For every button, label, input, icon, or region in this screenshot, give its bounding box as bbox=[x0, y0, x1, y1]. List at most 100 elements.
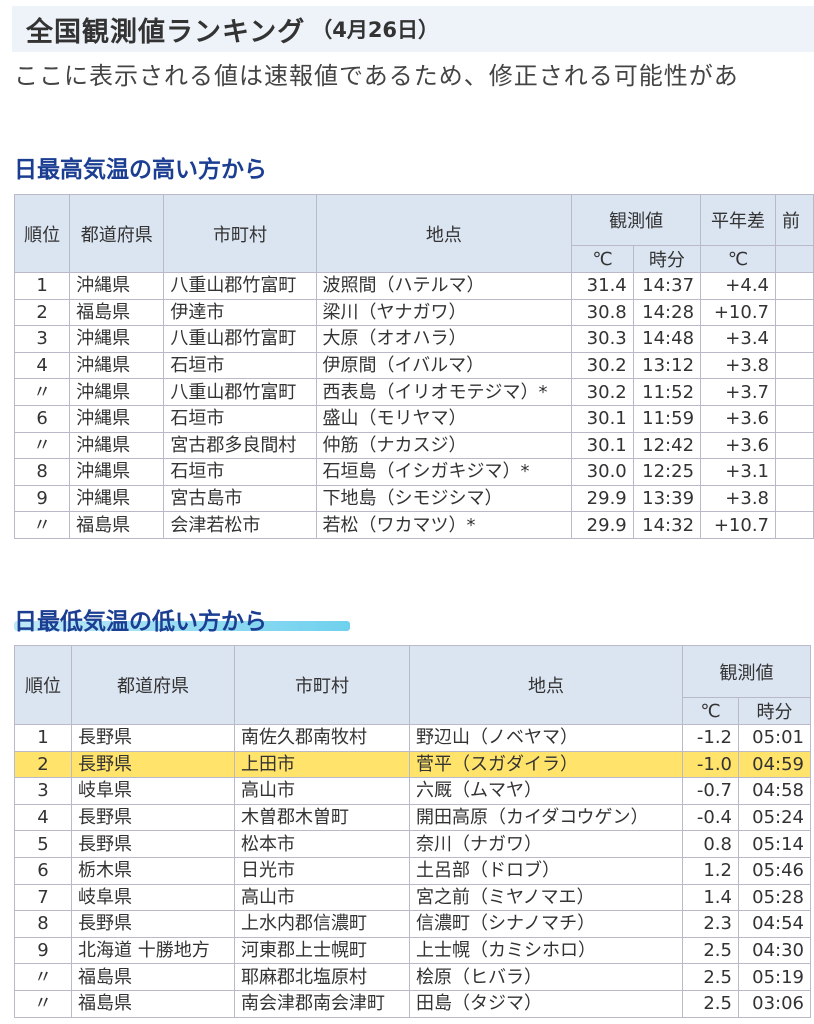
table-row: 9 北海道 十勝地方 河東郡上士幌町 上士幌（カミシホロ） 2.5 04:30 bbox=[14, 936, 811, 965]
prefecture-cell: 沖縄県 bbox=[69, 351, 165, 380]
rank-cell: 8 bbox=[13, 458, 71, 486]
time-cell: 05:28 bbox=[738, 883, 811, 912]
point-cell: 仲筋（ナカスジ） bbox=[315, 431, 573, 460]
section-heading-highest: 日最高気温の高い方から bbox=[14, 157, 267, 183]
city-cell: 上水内郡信濃町 bbox=[234, 910, 410, 938]
time-cell: 12:25 bbox=[632, 458, 702, 486]
point-cell: 下地島（シモジシマ） bbox=[315, 484, 573, 513]
prefecture-cell: 岐阜県 bbox=[71, 777, 235, 805]
normal-diff-cell: +3.1 bbox=[700, 458, 776, 486]
prefecture-cell: 長野県 bbox=[71, 830, 235, 858]
city-cell: 耶麻郡北塩原村 bbox=[234, 963, 410, 991]
prefecture-cell: 長野県 bbox=[71, 724, 235, 752]
time-cell: 05:14 bbox=[738, 830, 811, 858]
header-unit-diff: ℃ bbox=[700, 245, 776, 273]
table-row: 2 福島県 伊達市 梁川（ヤナガワ） 30.8 14:28 +10.7 bbox=[13, 298, 814, 327]
rank-cell: 4 bbox=[14, 803, 72, 832]
temperature-cell: -0.4 bbox=[682, 803, 739, 832]
point-cell: 菅平（スガダイラ） bbox=[409, 750, 683, 779]
table-row: 〃沖縄県 八重山郡竹富町 西表島（イリオモテジマ）* 30.2 11:52 +3.7 bbox=[13, 378, 814, 406]
notice-text: ここに表示される値は速報値であるため、修正される可能性があ bbox=[14, 62, 739, 90]
table-row: 8 長野県 上水内郡信濃町 信濃町（シナノマチ） 2.3 04:54 bbox=[14, 910, 811, 938]
city-cell: 伊達市 bbox=[163, 298, 317, 327]
temperature-cell: 29.9 bbox=[571, 484, 634, 513]
city-cell: 上田市 bbox=[234, 750, 410, 779]
rank-cell: 7 bbox=[14, 883, 72, 912]
time-cell: 14:32 bbox=[632, 511, 702, 539]
prefecture-cell: 長野県 bbox=[71, 803, 235, 832]
temperature-cell: 2.5 bbox=[682, 936, 739, 965]
rank-cell: 9 bbox=[14, 936, 72, 965]
prefecture-cell: 北海道 十勝地方 bbox=[71, 936, 235, 965]
header-unit-temp: ℃ bbox=[571, 245, 634, 273]
header-city: 市町村 bbox=[234, 645, 410, 725]
point-cell: 西表島（イリオモテジマ）* bbox=[315, 378, 573, 406]
temperature-cell: 2.5 bbox=[682, 989, 739, 1018]
prefecture-cell: 沖縄県 bbox=[69, 378, 165, 406]
point-cell: 信濃町（シナノマチ） bbox=[409, 910, 683, 938]
time-cell: 04:54 bbox=[738, 910, 811, 938]
table-row: 5 長野県 松本市 奈川（ナガワ） 0.8 05:14 bbox=[14, 830, 811, 858]
header-unit-time: 時分 bbox=[738, 697, 811, 725]
point-cell: 田島（タジマ） bbox=[409, 989, 683, 1018]
rank-cell: 1 bbox=[13, 272, 71, 300]
rank-cell: 6 bbox=[14, 856, 72, 885]
rank-cell: 1 bbox=[14, 724, 72, 752]
time-cell: 05:24 bbox=[738, 803, 811, 832]
normal-diff-cell: +3.4 bbox=[700, 325, 776, 353]
rank-cell: 〃 bbox=[13, 511, 71, 539]
header-rank: 順位 bbox=[14, 645, 72, 725]
highest-temperature-table: 順位 都道府県 市町村 地点 観測値 平年差 前 ℃ 時分 ℃ 1 沖縄県 八重山郡… bbox=[13, 194, 814, 539]
prefecture-cell: 沖縄県 bbox=[69, 272, 165, 300]
time-cell: 13:39 bbox=[632, 484, 702, 513]
extra-cell bbox=[775, 378, 814, 406]
city-cell: 八重山郡竹富町 bbox=[163, 378, 317, 406]
extra-cell bbox=[775, 325, 814, 353]
normal-diff-cell: +3.8 bbox=[700, 351, 776, 380]
temperature-cell: 30.2 bbox=[571, 378, 634, 406]
normal-diff-cell: +10.7 bbox=[700, 511, 776, 539]
time-cell: 03:06 bbox=[738, 989, 811, 1018]
city-cell: 南会津郡南会津町 bbox=[234, 989, 410, 1018]
header-unit-temp: ℃ bbox=[682, 697, 739, 725]
rank-cell: 9 bbox=[13, 484, 71, 513]
point-cell: 野辺山（ノベヤマ） bbox=[409, 724, 683, 752]
time-cell: 05:46 bbox=[738, 856, 811, 885]
rank-cell: 8 bbox=[14, 910, 72, 938]
city-cell: 南佐久郡南牧村 bbox=[234, 724, 410, 752]
rank-cell: 3 bbox=[14, 777, 72, 805]
prefecture-cell: 栃木県 bbox=[71, 856, 235, 885]
temperature-cell: -1.2 bbox=[682, 724, 739, 752]
city-cell: 八重山郡竹富町 bbox=[163, 325, 317, 353]
time-cell: 13:12 bbox=[632, 351, 702, 380]
city-cell: 八重山郡竹富町 bbox=[163, 272, 317, 300]
normal-diff-cell: +3.6 bbox=[700, 404, 776, 433]
temperature-cell: 2.3 bbox=[682, 910, 739, 938]
temperature-cell: 29.9 bbox=[571, 511, 634, 539]
prefecture-cell: 沖縄県 bbox=[69, 404, 165, 433]
time-cell: 04:59 bbox=[738, 750, 811, 779]
city-cell: 松本市 bbox=[234, 830, 410, 858]
rank-cell: 〃 bbox=[14, 989, 72, 1018]
temperature-cell: 1.2 bbox=[682, 856, 739, 885]
header-normal-diff: 平年差 bbox=[700, 194, 776, 246]
header-point: 地点 bbox=[409, 645, 683, 725]
prefecture-cell: 岐阜県 bbox=[71, 883, 235, 912]
header-city: 市町村 bbox=[163, 194, 317, 273]
table-row: 2 長野県 上田市 菅平（スガダイラ） -1.0 04:59 bbox=[14, 750, 811, 779]
time-cell: 14:37 bbox=[632, 272, 702, 300]
prefecture-cell: 福島県 bbox=[69, 511, 165, 539]
city-cell: 宮古島市 bbox=[163, 484, 317, 513]
header-prefecture: 都道府県 bbox=[71, 645, 235, 725]
rank-cell: 5 bbox=[14, 830, 72, 858]
city-cell: 高山市 bbox=[234, 777, 410, 805]
extra-cell bbox=[775, 404, 814, 433]
rank-cell: 〃 bbox=[13, 431, 71, 460]
extra-cell bbox=[775, 458, 814, 486]
prefecture-cell: 長野県 bbox=[71, 910, 235, 938]
point-cell: 盛山（モリヤマ） bbox=[315, 404, 573, 433]
temperature-cell: 30.3 bbox=[571, 325, 634, 353]
extra-cell bbox=[775, 431, 814, 460]
prefecture-cell: 福島県 bbox=[71, 989, 235, 1018]
